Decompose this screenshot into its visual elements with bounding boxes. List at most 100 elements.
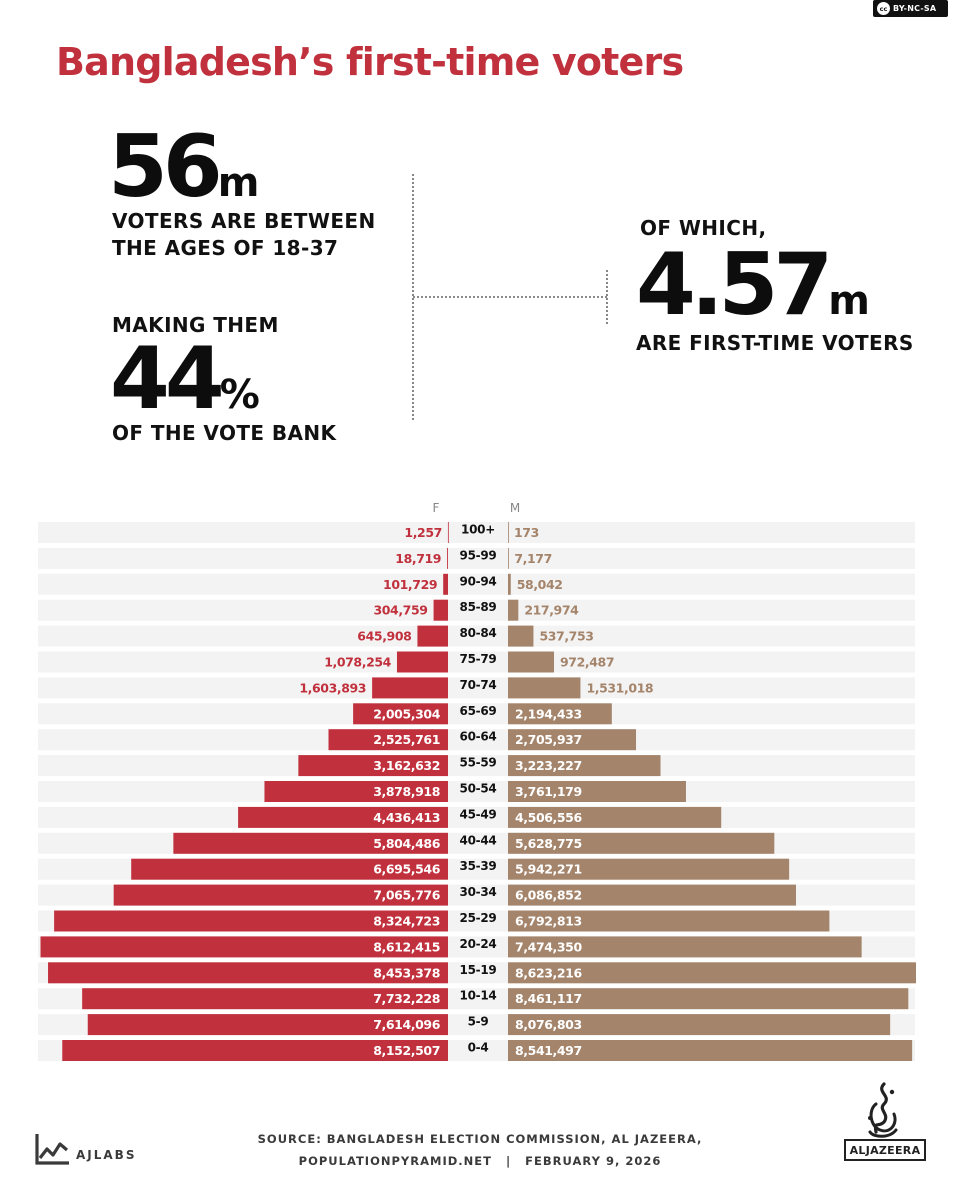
bar-male bbox=[508, 806, 722, 828]
age-group-label: 0-4 bbox=[468, 1041, 489, 1055]
age-group-label: 25-29 bbox=[460, 911, 497, 925]
stat-share-pre: MAKING THEM bbox=[112, 313, 279, 337]
data-label-male: 537,753 bbox=[539, 629, 593, 644]
row-background bbox=[38, 729, 915, 751]
data-label-female: 7,614,096 bbox=[373, 1017, 440, 1032]
stat-first-time-caption: ARE FIRST-TIME VOTERS bbox=[636, 331, 914, 355]
population-pyramid-chart: F M 1,257 173 100+ 18,719 7,177 95-99 101,729 58,… bbox=[38, 501, 916, 1061]
row-background bbox=[38, 703, 915, 725]
data-label-male: 7,474,350 bbox=[515, 939, 582, 954]
stat-voters: 56m bbox=[108, 124, 259, 210]
bar-female bbox=[372, 677, 448, 699]
row-background bbox=[38, 625, 915, 647]
legend-label-f: F bbox=[433, 501, 440, 515]
cc-icon: cc bbox=[877, 2, 890, 15]
bar-female bbox=[82, 988, 449, 1010]
bar-male bbox=[508, 651, 555, 673]
bar-female bbox=[40, 936, 448, 958]
bar-male bbox=[508, 547, 509, 569]
bar-male bbox=[508, 703, 612, 725]
age-group-label: 90-94 bbox=[460, 574, 497, 588]
bar-male bbox=[508, 1014, 891, 1036]
age-group-label: 40-44 bbox=[460, 833, 497, 847]
data-label-male: 6,086,852 bbox=[515, 888, 582, 903]
age-group-label: 85-89 bbox=[460, 600, 497, 614]
age-group-label: 10-14 bbox=[460, 989, 497, 1003]
age-group-label: 15-19 bbox=[460, 963, 497, 977]
data-label-female: 8,453,378 bbox=[373, 965, 440, 980]
bar-female bbox=[328, 729, 448, 751]
row-background bbox=[38, 599, 915, 621]
bar-male bbox=[508, 962, 916, 984]
bar-female bbox=[353, 703, 448, 725]
data-label-male: 972,487 bbox=[560, 655, 614, 670]
data-label-male: 5,628,775 bbox=[515, 836, 582, 851]
source-site: POPULATIONPYRAMID.NET bbox=[298, 1154, 492, 1168]
data-label-female: 3,162,632 bbox=[373, 758, 440, 773]
row-background bbox=[38, 677, 915, 699]
age-group-label: 20-24 bbox=[460, 937, 497, 951]
ajlabs-logo: AJLABS bbox=[34, 1132, 136, 1166]
data-label-male: 2,705,937 bbox=[515, 732, 582, 747]
source-line-1: SOURCE: BANGLADESH ELECTION COMMISSION, … bbox=[257, 1132, 703, 1146]
bar-female bbox=[113, 884, 448, 906]
bar-male bbox=[508, 832, 775, 854]
stat-share-number: 44 bbox=[110, 329, 225, 429]
stat-voters-number: 56 bbox=[108, 117, 223, 217]
row-background bbox=[38, 781, 915, 802]
data-label-female: 2,005,304 bbox=[373, 706, 440, 721]
age-group-label: 80-84 bbox=[460, 626, 497, 640]
row-background bbox=[38, 651, 915, 673]
stat-share: 44% bbox=[110, 336, 260, 422]
age-group-label: 95-99 bbox=[460, 548, 497, 562]
data-label-female: 4,436,413 bbox=[373, 810, 440, 825]
bar-male bbox=[508, 1040, 913, 1061]
aljazeera-calligraphy-logo-icon bbox=[868, 1082, 898, 1138]
data-label-male: 3,761,179 bbox=[515, 784, 582, 799]
bar-female bbox=[417, 625, 448, 647]
data-label-female: 101,729 bbox=[383, 577, 437, 592]
data-label-female: 1,257 bbox=[404, 525, 442, 540]
stat-first-time: 4.57m bbox=[636, 242, 870, 328]
data-label-female: 18,719 bbox=[395, 551, 441, 566]
bar-male bbox=[508, 677, 581, 699]
data-label-female: 2,525,761 bbox=[373, 732, 440, 747]
bar-female bbox=[264, 781, 448, 802]
age-group-label: 45-49 bbox=[460, 807, 497, 821]
age-group-label: 50-54 bbox=[460, 782, 497, 796]
ajlabs-wordmark: AJLABS bbox=[76, 1148, 137, 1162]
connector-bracket bbox=[412, 174, 608, 420]
bar-male bbox=[508, 573, 511, 595]
data-label-male: 8,076,803 bbox=[515, 1017, 582, 1032]
data-label-female: 7,065,776 bbox=[373, 888, 440, 903]
data-label-male: 217,974 bbox=[524, 603, 579, 618]
data-label-male: 8,461,117 bbox=[515, 991, 582, 1006]
stat-first-time-number: 4.57 bbox=[636, 235, 833, 335]
page-title: Bangladesh’s first-time voters bbox=[56, 40, 684, 84]
row-background bbox=[38, 573, 915, 595]
data-label-male: 58,042 bbox=[517, 577, 563, 592]
data-label-female: 1,603,893 bbox=[299, 680, 366, 695]
bar-female bbox=[173, 832, 448, 854]
source-date: FEBRUARY 9, 2026 bbox=[525, 1154, 662, 1168]
data-label-male: 3,223,227 bbox=[515, 758, 582, 773]
bar-female bbox=[238, 806, 448, 828]
bar-male bbox=[508, 884, 796, 906]
stat-voters-caption-line-1: VOTERS ARE BETWEEN bbox=[112, 209, 376, 233]
source-separator: | bbox=[505, 1154, 512, 1168]
stat-first-time-pre: OF WHICH, bbox=[640, 216, 767, 240]
data-label-female: 5,804,486 bbox=[373, 836, 440, 851]
bar-male bbox=[508, 599, 519, 621]
bar-male bbox=[508, 858, 790, 880]
row-background bbox=[38, 522, 915, 543]
stat-voters-unit: m bbox=[217, 160, 260, 206]
stat-first-time-unit: m bbox=[828, 278, 870, 324]
stat-voters-caption: VOTERS ARE BETWEEN THE AGES OF 18-37 bbox=[112, 208, 376, 262]
data-label-female: 1,078,254 bbox=[324, 655, 391, 670]
row-background bbox=[38, 755, 915, 777]
data-label-female: 7,732,228 bbox=[373, 991, 440, 1006]
bar-female bbox=[54, 910, 449, 932]
source-line-2: POPULATIONPYRAMID.NET | FEBRUARY 9, 2026 bbox=[0, 1154, 960, 1168]
bar-female bbox=[62, 1040, 449, 1061]
bar-male bbox=[508, 625, 534, 647]
